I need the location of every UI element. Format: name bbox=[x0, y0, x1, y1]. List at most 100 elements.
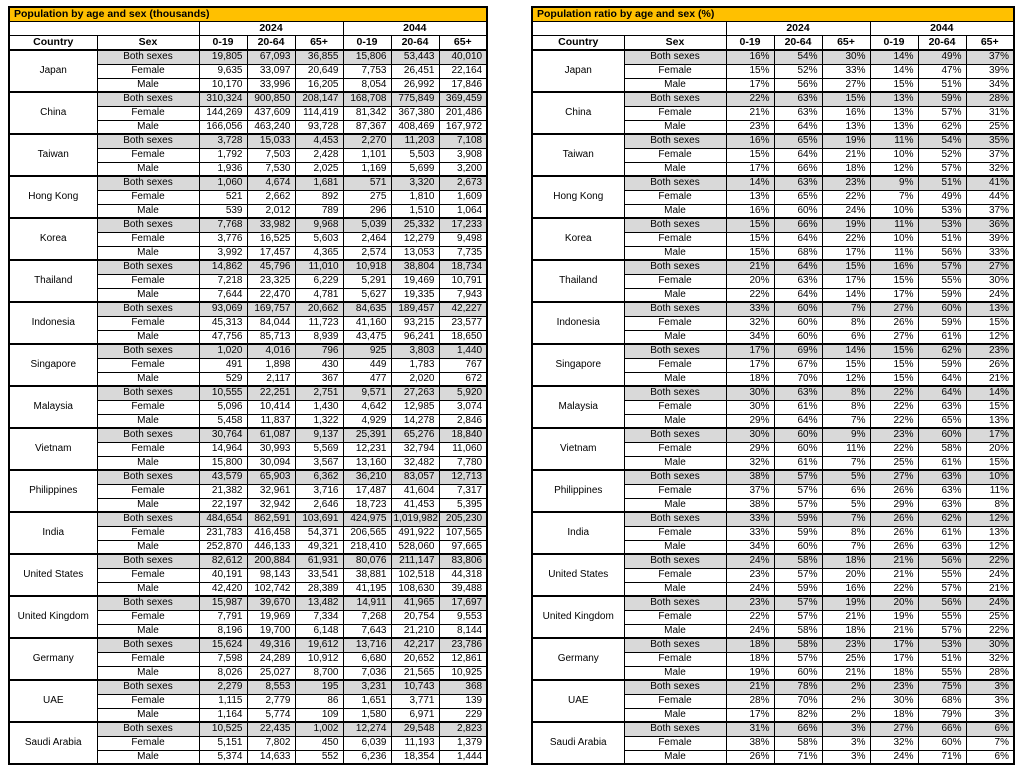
value-cell: 15% bbox=[965, 455, 1015, 471]
country-name: Malaysia bbox=[8, 385, 98, 429]
sex-label: Male bbox=[623, 581, 727, 597]
value-cell: 17% bbox=[725, 343, 775, 359]
value-cell: 45,796 bbox=[246, 259, 296, 275]
value-cell: 21% bbox=[821, 147, 871, 163]
value-cell: 4,781 bbox=[294, 287, 344, 303]
value-cell: 13% bbox=[821, 119, 871, 135]
table-row: Japan Both sexes 16% 54% 30% 14% 49% 37% bbox=[531, 49, 1015, 93]
value-cell: 31% bbox=[725, 721, 775, 737]
value-cell: 1,936 bbox=[198, 161, 248, 177]
value-cell: 2% bbox=[821, 679, 871, 695]
value-cell: 63% bbox=[773, 385, 823, 401]
value-cell: 22% bbox=[725, 609, 775, 625]
value-cell: 65,276 bbox=[390, 427, 440, 443]
value-cell: 16% bbox=[725, 133, 775, 149]
value-cell: 57% bbox=[773, 595, 823, 611]
value-cell: 25% bbox=[821, 651, 871, 667]
table-row: Female 29% 60% 11% 22% 58% 20% bbox=[532, 441, 1015, 457]
value-cell: 14% bbox=[725, 175, 775, 191]
value-cell: 6,362 bbox=[294, 469, 344, 485]
sex-label: Female bbox=[623, 105, 727, 121]
value-cell: 20,754 bbox=[390, 609, 440, 625]
value-cell: 10% bbox=[869, 147, 919, 163]
value-cell: 167,972 bbox=[438, 119, 488, 135]
value-cell: 38,881 bbox=[342, 567, 392, 583]
value-cell: 7% bbox=[821, 511, 871, 527]
sex-label: Female bbox=[623, 525, 727, 541]
sex-label: Both sexes bbox=[96, 49, 200, 65]
sex-label: Both sexes bbox=[96, 175, 200, 191]
value-cell: 477 bbox=[342, 371, 392, 387]
value-cell: 2,279 bbox=[198, 679, 248, 695]
value-cell: 22% bbox=[869, 399, 919, 415]
value-cell: 61% bbox=[773, 399, 823, 415]
sex-label: Male bbox=[623, 329, 727, 345]
sex-label: Female bbox=[96, 441, 200, 457]
value-cell: 17,487 bbox=[342, 483, 392, 499]
value-cell: 2% bbox=[821, 693, 871, 709]
value-cell: 10,912 bbox=[294, 651, 344, 667]
table-row: Male 22,197 32,942 2,646 18,723 41,453 5,395 bbox=[9, 497, 488, 513]
value-cell: 41,160 bbox=[342, 315, 392, 331]
value-cell: 20,662 bbox=[294, 301, 344, 317]
value-cell: 58% bbox=[773, 623, 823, 639]
sex-label: Male bbox=[623, 539, 727, 555]
value-cell: 12,713 bbox=[438, 469, 488, 485]
value-cell: 57% bbox=[773, 497, 823, 513]
value-cell: 4,453 bbox=[294, 133, 344, 149]
value-cell: 2,464 bbox=[342, 231, 392, 247]
value-cell: 30,094 bbox=[246, 455, 296, 471]
value-cell: 201,486 bbox=[438, 105, 488, 121]
value-cell: 8,700 bbox=[294, 665, 344, 681]
sex-label: Male bbox=[623, 455, 727, 471]
table-row: Male 47,756 85,713 8,939 43,475 96,241 18,650 bbox=[9, 329, 488, 345]
value-cell: 450 bbox=[294, 735, 344, 751]
table-row: Female 15% 64% 22% 10% 51% 39% bbox=[532, 231, 1015, 247]
value-cell: 17% bbox=[725, 77, 775, 93]
sex-label: Both sexes bbox=[623, 49, 727, 65]
table-row: Female 22% 57% 21% 19% 55% 25% bbox=[532, 609, 1015, 625]
value-cell: 1,430 bbox=[294, 399, 344, 415]
value-cell: 22% bbox=[965, 553, 1015, 569]
value-cell: 11% bbox=[869, 245, 919, 261]
value-cell: 7,753 bbox=[342, 63, 392, 79]
value-cell: 96,241 bbox=[390, 329, 440, 345]
value-cell: 2,662 bbox=[246, 189, 296, 205]
value-cell: 82,612 bbox=[198, 553, 248, 569]
value-cell: 3,771 bbox=[390, 693, 440, 709]
value-cell: 60% bbox=[917, 301, 967, 317]
value-cell: 15% bbox=[725, 245, 775, 261]
value-cell: 33% bbox=[725, 511, 775, 527]
value-cell: 2,574 bbox=[342, 245, 392, 261]
value-cell: 11,193 bbox=[390, 735, 440, 751]
value-cell: 33,982 bbox=[246, 217, 296, 233]
country-name: Japan bbox=[531, 49, 625, 93]
column-header-age: 65+ bbox=[965, 34, 1015, 51]
empty-corner-cell bbox=[8, 20, 200, 36]
value-cell: 22% bbox=[965, 623, 1015, 639]
value-cell: 310,324 bbox=[198, 91, 248, 107]
value-cell: 206,565 bbox=[342, 525, 392, 541]
value-cell: 64% bbox=[773, 147, 823, 163]
country-name: Japan bbox=[8, 49, 98, 93]
sex-label: Both sexes bbox=[623, 469, 727, 485]
value-cell: 15% bbox=[965, 315, 1015, 331]
table-row: Female 9,635 33,097 20,649 7,753 26,451 22,164 bbox=[9, 63, 488, 79]
value-cell: 22,470 bbox=[246, 287, 296, 303]
value-cell: 3,803 bbox=[390, 343, 440, 359]
value-cell: 54,371 bbox=[294, 525, 344, 541]
table-row: Vietnam Both sexes 30% 60% 9% 23% 60% 17% bbox=[531, 427, 1015, 471]
sex-label: Male bbox=[623, 245, 727, 261]
value-cell: 52% bbox=[773, 63, 823, 79]
value-cell: 10,555 bbox=[198, 385, 248, 401]
table-row: Germany Both sexes 15,624 49,316 19,612 13,71… bbox=[8, 637, 488, 681]
population-table-thousands: Population by age and sex (thousands) 20… bbox=[8, 6, 489, 765]
value-cell: 7,218 bbox=[198, 273, 248, 289]
value-cell: 10,791 bbox=[438, 273, 488, 289]
value-cell: 26% bbox=[869, 539, 919, 555]
value-cell: 59% bbox=[917, 357, 967, 373]
value-cell: 59% bbox=[917, 91, 967, 107]
value-cell: 7,598 bbox=[198, 651, 248, 667]
value-cell: 66% bbox=[773, 161, 823, 177]
column-header-age: 0-19 bbox=[725, 34, 775, 51]
